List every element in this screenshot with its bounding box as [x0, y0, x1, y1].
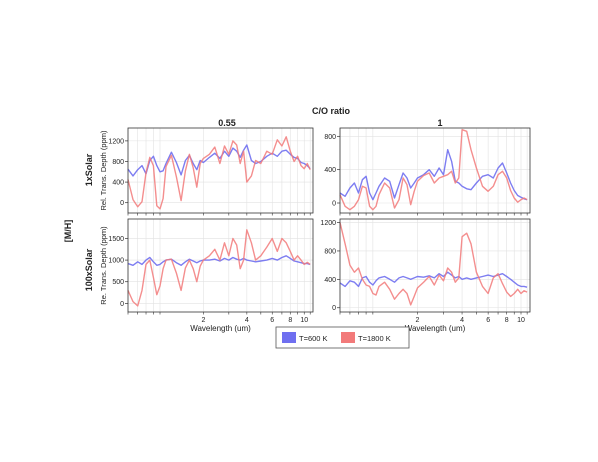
- series-line-1800k: [127, 136, 311, 210]
- x-tick-label: 2: [416, 317, 420, 324]
- legend-swatch-1800k: [341, 332, 355, 343]
- y-tick-label: 0: [332, 201, 336, 208]
- y-tick-label: 0: [332, 305, 336, 312]
- series-line-600k: [127, 255, 311, 266]
- y-tick-label: 1200: [108, 138, 124, 145]
- plot-area: [340, 219, 530, 312]
- series-line-1800k: [339, 129, 528, 211]
- series-line-600k: [127, 144, 311, 177]
- y-tick-label: 400: [324, 277, 336, 284]
- col-title-0: 0.55: [218, 118, 236, 128]
- y-tick-label: 0: [120, 200, 124, 207]
- legend: T=600 K T=1800 K: [275, 326, 410, 349]
- x-tick-label: 10: [517, 317, 525, 324]
- y-tick-label: 400: [324, 167, 336, 174]
- y-tick-label: 500: [112, 279, 124, 286]
- y-tick-label: 1200: [320, 220, 336, 227]
- series-line-600k: [339, 271, 528, 288]
- x-axis-label: Wavelength (um): [405, 324, 466, 333]
- plot-frame: [339, 127, 531, 214]
- plot-frame: [127, 127, 314, 214]
- chart-panel-1: 0 400 800: [324, 127, 531, 216]
- col-title-1: 1: [437, 118, 442, 128]
- x-axis-label: Wavelength (um): [190, 324, 251, 333]
- x-tick-label: 6: [270, 317, 274, 324]
- chart-panel-2: 0 500 1000 1500 2 4 6 8 10 Wavelength (um) Re. Tra…: [99, 218, 314, 333]
- y-tick-label: 1000: [108, 258, 124, 265]
- series-line-600k: [339, 149, 528, 201]
- chart-panel-3: 0 400 800 1200 2 4 6 8 10 Wavelength (um): [320, 218, 531, 333]
- plot-frame: [127, 218, 314, 313]
- y-tick-label: 800: [324, 248, 336, 255]
- y-tick-label: 800: [112, 159, 124, 166]
- row-title-1: 100xSolar: [84, 248, 94, 291]
- y-tick-label: 0: [120, 301, 124, 308]
- legend-label-600k: T=600 K: [299, 334, 328, 343]
- x-tick-label: 2: [201, 317, 205, 324]
- y-axis-label: Rel. Trans. Depth (ppm): [99, 130, 108, 211]
- series-line-1800k: [127, 229, 311, 307]
- x-tick-label: 4: [460, 317, 464, 324]
- y-tick-label: 800: [324, 134, 336, 141]
- x-tick-label: 8: [505, 317, 509, 324]
- legend-label-1800k: T=1800 K: [358, 334, 391, 343]
- y-axis-label: Re. Trans. Depth (ppm): [99, 226, 108, 305]
- x-tick-label: 4: [245, 317, 249, 324]
- plot-frame: [339, 218, 531, 313]
- row-title-0: 1xSolar: [84, 153, 94, 186]
- series-line-1800k: [339, 222, 528, 306]
- y-tick-label: 1500: [108, 236, 124, 243]
- x-tick-label: 6: [486, 317, 490, 324]
- plot-area: [128, 219, 313, 312]
- x-tick-label: 10: [300, 317, 308, 324]
- legend-swatch-600k: [282, 332, 296, 343]
- x-tick-label: 8: [288, 317, 292, 324]
- figure-title: C/O ratio: [312, 106, 351, 116]
- y-tick-label: 400: [112, 180, 124, 187]
- row-group-label: [M/H]: [63, 220, 73, 243]
